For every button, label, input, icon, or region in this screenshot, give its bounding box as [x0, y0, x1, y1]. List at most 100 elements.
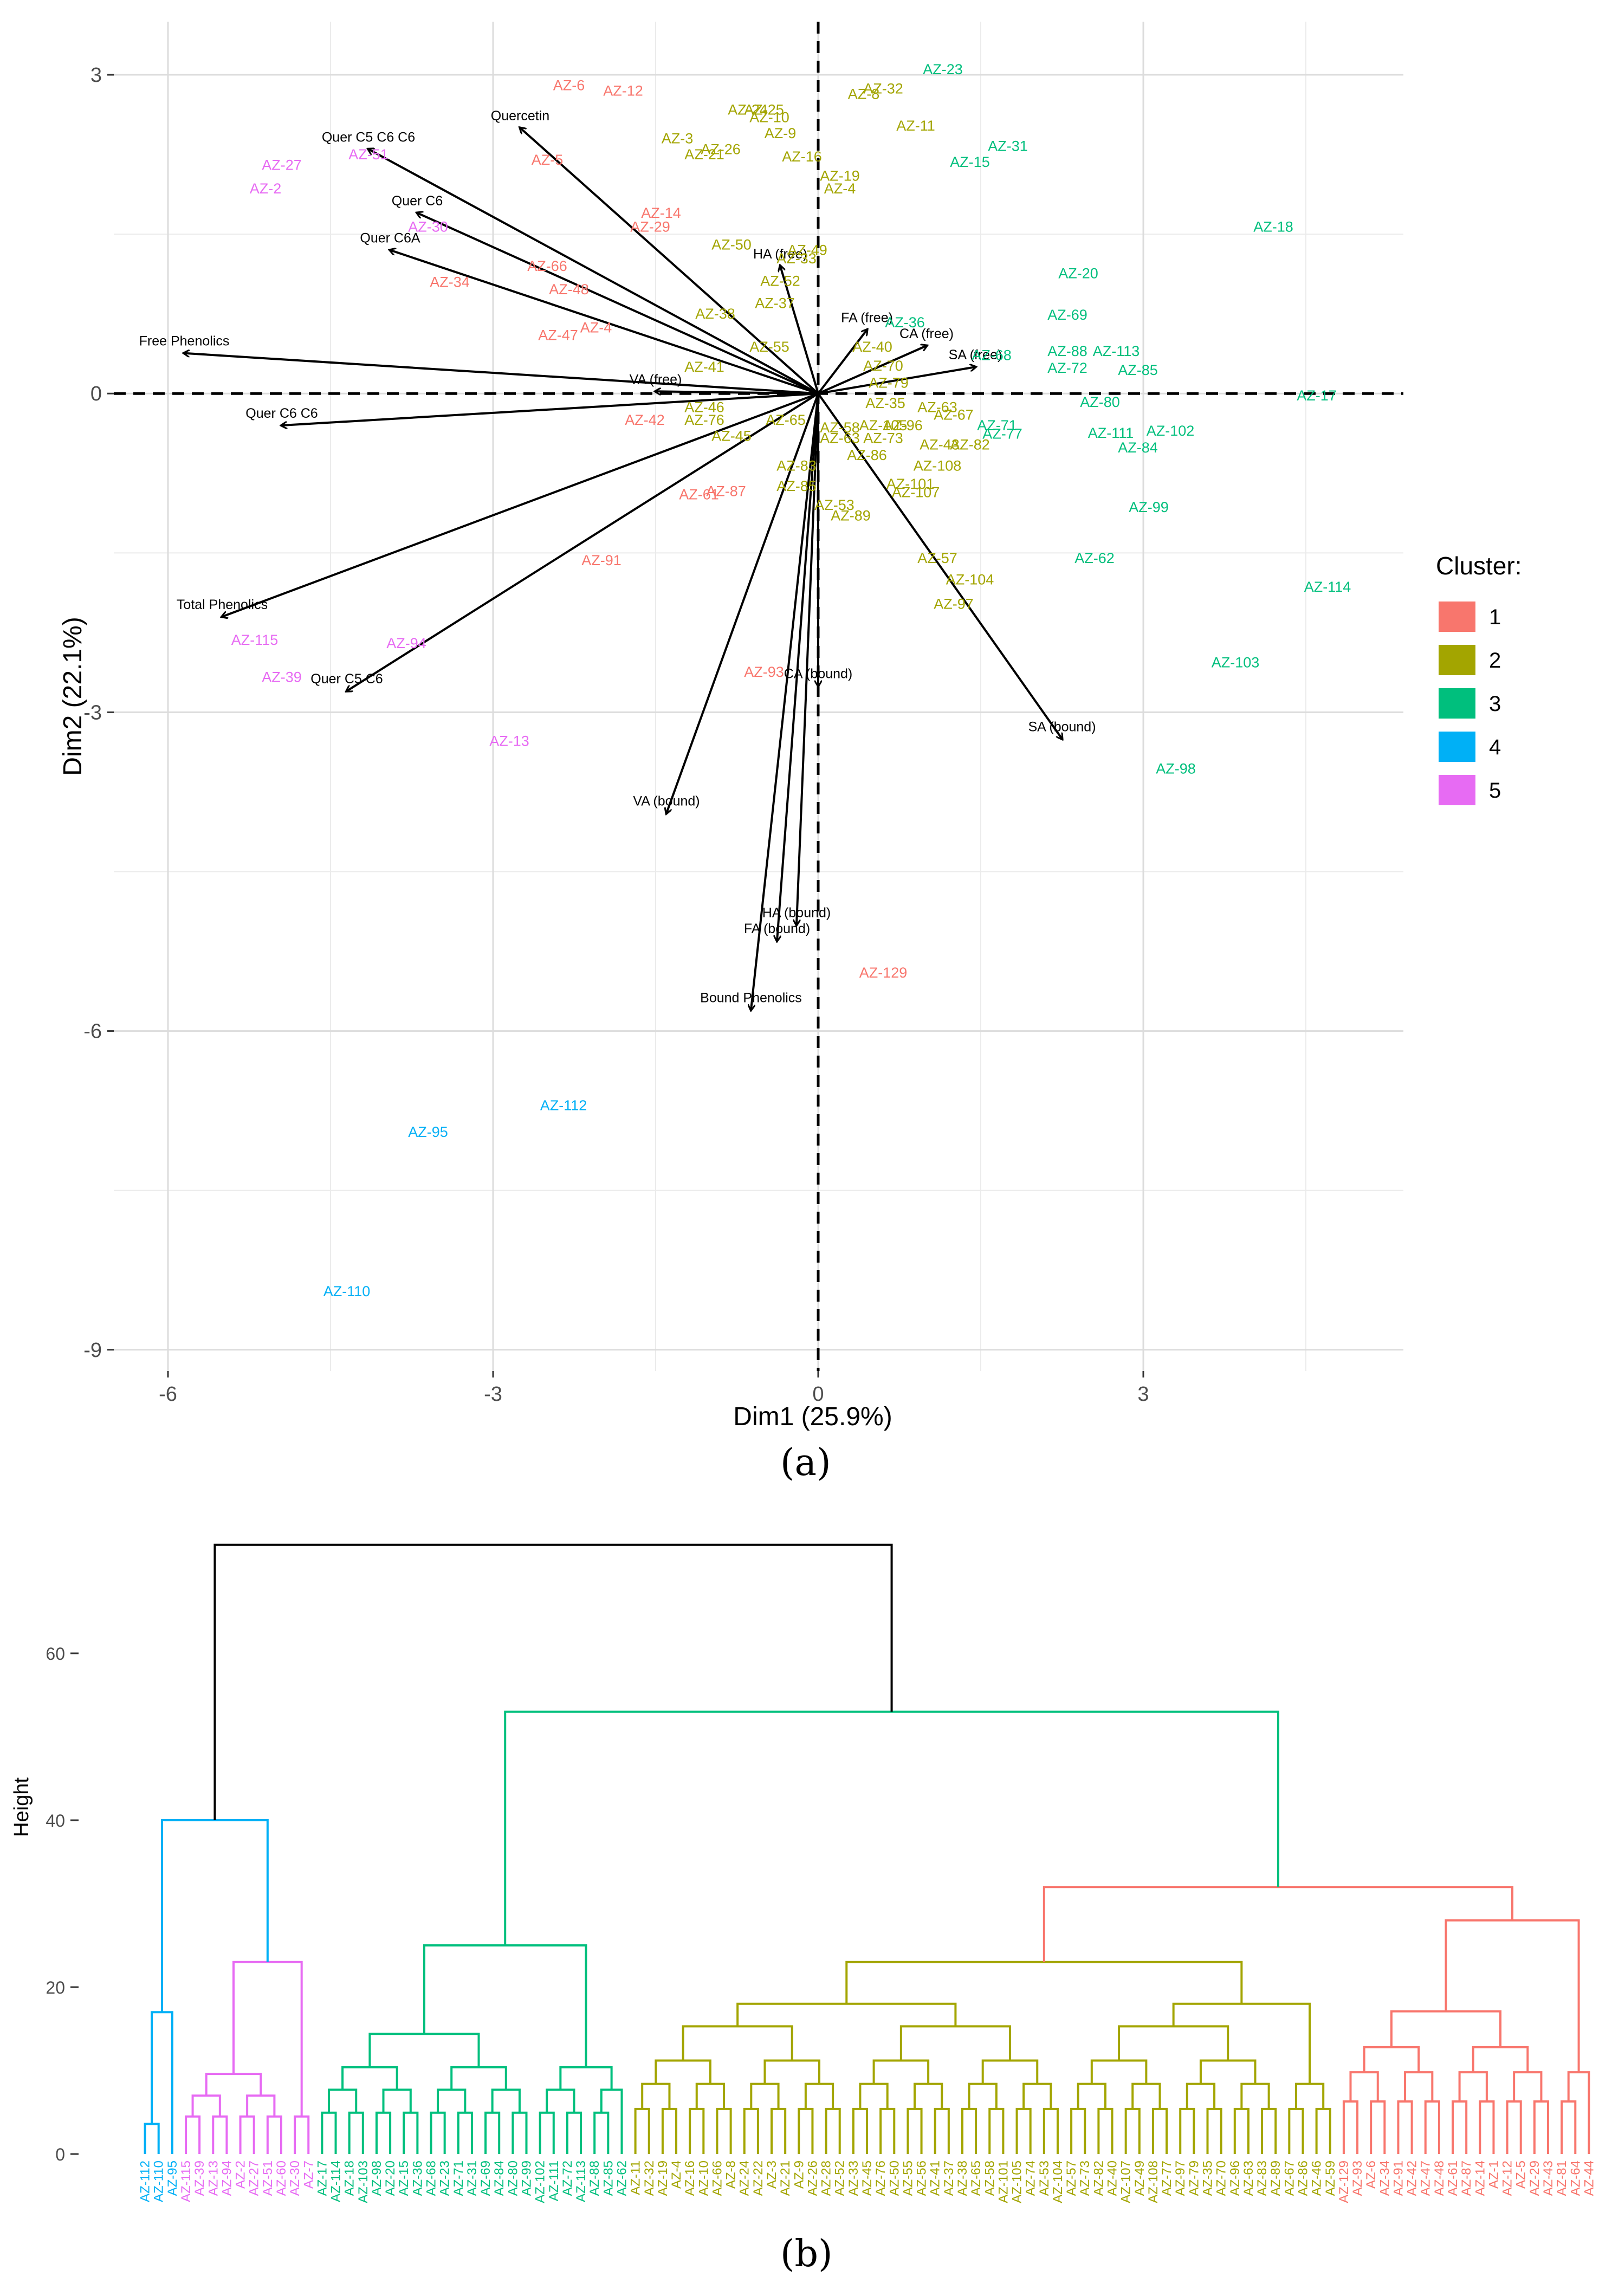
vector-arrow	[780, 266, 819, 394]
branch	[798, 2107, 814, 2154]
branch	[1513, 2071, 1543, 2101]
point-label: AZ-82	[950, 436, 990, 452]
branch	[437, 2088, 467, 2113]
leaf-label: AZ-63	[1241, 2161, 1256, 2196]
branch	[1097, 2107, 1113, 2154]
branch	[232, 1961, 303, 2117]
leaf-label: AZ-21	[778, 2161, 793, 2196]
leaf-label: AZ-27	[247, 2161, 262, 2196]
leaf-label: AZ-9	[792, 2161, 806, 2189]
vector-label: SA (free)	[949, 347, 1002, 363]
point-label: AZ-113	[1093, 343, 1140, 359]
point-label: AZ-26	[701, 141, 741, 157]
point-label: AZ-6	[553, 77, 585, 94]
branch	[423, 1944, 587, 2067]
legend-label: 4	[1489, 735, 1501, 759]
branch	[682, 2025, 793, 2061]
branch	[239, 2115, 255, 2154]
point-label: AZ-72	[1047, 360, 1087, 376]
leaf-label: AZ-23	[438, 2161, 452, 2196]
branch	[151, 2011, 173, 2154]
point-label: AZ-65	[766, 412, 806, 428]
branch	[641, 2082, 671, 2109]
branch	[1240, 2082, 1270, 2109]
branch	[852, 2107, 868, 2154]
leaf-label: AZ-111	[547, 2161, 561, 2201]
x-axis-label: Dim1 (25.9%)	[733, 1402, 892, 1431]
branch	[1288, 2107, 1304, 2154]
vector-arrow	[368, 149, 819, 394]
branch	[368, 2033, 480, 2067]
point-label: AZ-47	[538, 327, 578, 343]
point-label: AZ-17	[1297, 387, 1337, 404]
point-label: AZ-4	[580, 320, 612, 336]
leaf-label: AZ-32	[642, 2161, 657, 2196]
leaf-label: AZ-84	[492, 2161, 507, 2196]
leaf-label: AZ-65	[969, 2161, 983, 2196]
branch	[144, 2123, 160, 2154]
point-label: AZ-21	[684, 146, 724, 163]
branch	[457, 2111, 473, 2154]
leaf-label: AZ-57	[1064, 2161, 1079, 2196]
branch	[1179, 2107, 1195, 2154]
branch	[341, 2066, 398, 2090]
branch	[1315, 2107, 1331, 2154]
point-label: AZ-14	[641, 205, 681, 221]
vector-arrow	[282, 392, 819, 425]
leaf-label: AZ-68	[424, 2161, 439, 2196]
leaf-label: AZ-99	[519, 2161, 534, 2196]
x-tick-label: 3	[1137, 1383, 1149, 1406]
leaf-label: AZ-24	[737, 2161, 752, 2196]
branch	[743, 2107, 759, 2154]
leaf-label: AZ-45	[860, 2161, 875, 2196]
branch	[212, 2115, 228, 2154]
branch	[1404, 2071, 1434, 2101]
variable-vectors: Quercetin Quer C5 C6 C6 Quer C6 Quer C6A Fre…	[139, 108, 1096, 1010]
branch	[1186, 2082, 1216, 2109]
branch	[961, 2107, 977, 2154]
leaf-label: AZ-76	[873, 2161, 888, 2196]
branch	[1294, 2082, 1325, 2109]
leaf-label: AZ-107	[1119, 2161, 1134, 2203]
point-label: AZ-91	[581, 552, 622, 568]
point-label: AZ-4	[824, 180, 856, 197]
vector-arrow	[666, 393, 819, 813]
point-label: AZ-87	[706, 483, 746, 500]
vector-label: FA (bound)	[744, 921, 810, 936]
figure-label-b: (b)	[780, 2233, 833, 2275]
vector-label: Quer C5 C6	[310, 671, 383, 687]
leaf-label: AZ-104	[1051, 2161, 1065, 2203]
leaf-label: AZ-14	[1473, 2161, 1487, 2196]
leaf-label: AZ-91	[1391, 2161, 1406, 2196]
point-label: AZ-38	[695, 306, 735, 322]
vector-label: HA (free)	[753, 247, 807, 262]
point-label: AZ-29	[630, 218, 670, 235]
branch	[1472, 2046, 1529, 2073]
leaf-label: AZ-11	[629, 2161, 643, 2195]
point-label: AZ-50	[711, 237, 752, 253]
y-tick-label: 20	[46, 1978, 65, 1997]
branch	[1151, 2107, 1168, 2154]
leaf-label: AZ-129	[1337, 2161, 1351, 2203]
vector-label: HA (bound)	[762, 906, 831, 921]
branch	[661, 2107, 678, 2154]
point-label: AZ-105	[859, 417, 908, 434]
point-label: AZ-97	[934, 596, 974, 612]
branch	[934, 2107, 950, 2154]
point-label: AZ-49	[787, 242, 827, 258]
leaf-label: AZ-58	[982, 2161, 997, 2196]
vector-arrow	[656, 391, 819, 393]
branch	[981, 2059, 1039, 2084]
point-label: AZ-48	[549, 281, 589, 297]
point-label: AZ-36	[885, 314, 925, 331]
branch	[736, 2002, 957, 2027]
leaf-label: AZ-60	[274, 2161, 289, 2196]
branch	[1199, 2059, 1257, 2084]
leaf-label: AZ-105	[1010, 2161, 1025, 2203]
point-label: AZ-83	[776, 458, 817, 474]
leaf-label: AZ-79	[1187, 2161, 1201, 2196]
leaf-label: AZ-108	[1146, 2161, 1161, 2203]
leaf-label: AZ-3	[765, 2161, 779, 2189]
point-label: AZ-103	[1212, 654, 1260, 670]
